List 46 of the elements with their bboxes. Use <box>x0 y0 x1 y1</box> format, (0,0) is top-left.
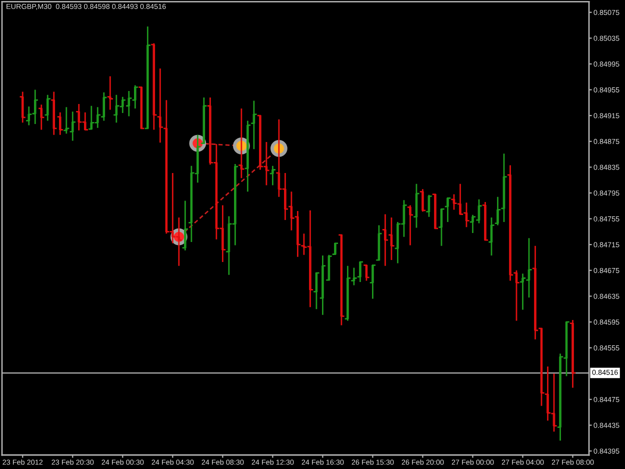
candlestick <box>512 270 520 322</box>
candlestick <box>288 190 295 232</box>
candlestick <box>150 42 158 130</box>
candlestick <box>344 265 352 322</box>
candlestick <box>250 100 258 150</box>
candlestick <box>238 108 245 179</box>
candlestick <box>182 200 189 252</box>
candlestick <box>506 164 514 282</box>
candlestick <box>200 96 208 144</box>
candlestick <box>19 90 26 124</box>
candlestick <box>356 261 364 283</box>
candlestick <box>532 245 539 340</box>
candlestick <box>406 204 414 246</box>
candlestick <box>338 234 345 326</box>
candlestick <box>100 92 108 122</box>
candlestick <box>556 352 564 442</box>
candlestick <box>369 264 376 300</box>
candlestick <box>44 94 52 122</box>
candlestick <box>432 194 439 230</box>
candlestick <box>569 319 576 388</box>
candlestick <box>138 86 145 130</box>
candlestick <box>244 120 252 192</box>
candlestick <box>50 90 58 136</box>
candlestick <box>462 202 470 228</box>
candlestick <box>382 214 389 267</box>
candlestick <box>469 214 476 234</box>
candlestick <box>106 76 114 110</box>
candlestick <box>519 272 526 310</box>
candlestick <box>144 26 152 130</box>
candlestick <box>132 84 139 110</box>
candlestick <box>69 110 76 142</box>
candlestick <box>482 201 489 242</box>
candlestick <box>156 68 164 144</box>
candlestick <box>444 196 452 223</box>
candlestick <box>350 267 358 286</box>
candlestick <box>494 196 502 226</box>
candlestick <box>125 90 132 117</box>
candlestick <box>38 104 45 130</box>
candlestick <box>332 242 339 256</box>
candlestick <box>419 188 426 212</box>
candlestick <box>56 112 64 136</box>
candlestick <box>312 272 320 310</box>
candlestick <box>325 254 332 282</box>
candlestick <box>62 106 70 134</box>
candlestick <box>269 165 276 186</box>
candlestick <box>319 254 326 316</box>
